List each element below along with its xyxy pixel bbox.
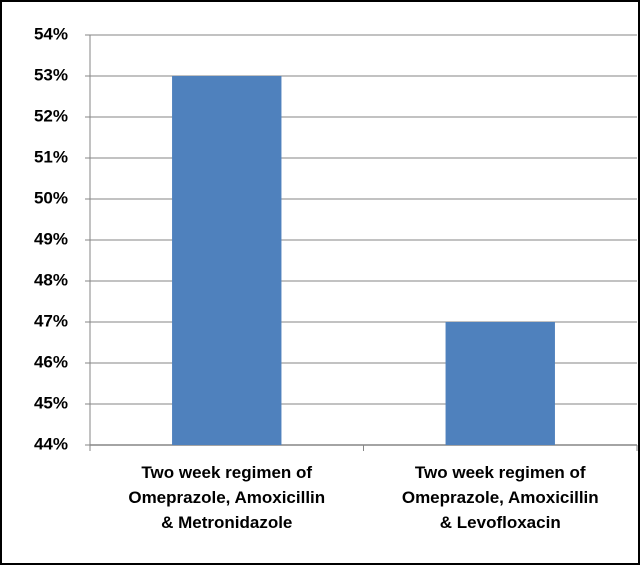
y-tick-label: 53% — [34, 65, 68, 84]
bar — [445, 322, 555, 445]
y-tick-label: 46% — [34, 352, 68, 371]
bar — [172, 76, 282, 445]
y-tick-label: 47% — [34, 311, 68, 330]
x-tick-label: Two week regimen of Omeprazole, Amoxicill… — [128, 463, 325, 532]
y-tick-label: 45% — [34, 393, 68, 412]
x-tick-label-line: & Metronidazole — [161, 513, 292, 532]
y-tick-label: 50% — [34, 188, 68, 207]
x-tick-label-line: & Levofloxacin — [440, 513, 561, 532]
x-tick-label-line: Two week regimen of — [141, 463, 312, 482]
y-tick-label: 52% — [34, 106, 68, 125]
x-tick-label: Two week regimen of Omeprazole, Amoxicill… — [402, 463, 599, 532]
y-tick-label: 51% — [34, 147, 68, 166]
x-tick-label-line: Omeprazole, Amoxicillin — [128, 488, 325, 507]
x-tick-label-line: Omeprazole, Amoxicillin — [402, 488, 599, 507]
y-tick-label: 48% — [34, 270, 68, 289]
y-tick-label: 44% — [34, 434, 68, 453]
y-tick-label: 49% — [34, 229, 68, 248]
y-tick-label: 54% — [34, 24, 68, 43]
x-tick-label-line: Two week regimen of — [415, 463, 586, 482]
